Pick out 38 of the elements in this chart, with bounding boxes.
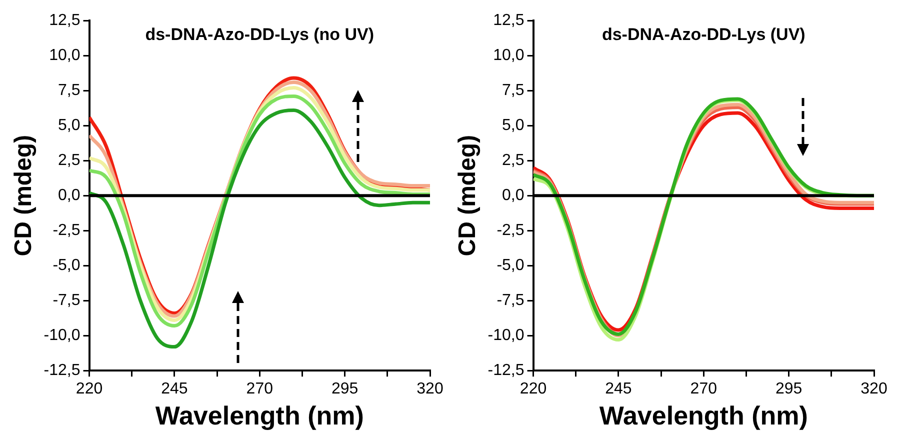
y-tick-label: -5,0 xyxy=(496,257,524,274)
y-tick-label: 7,5 xyxy=(58,82,80,100)
y-tick-label: -12,5 xyxy=(44,362,80,380)
x-tick-label: 320 xyxy=(860,380,888,398)
y-tick-label: -10,0 xyxy=(488,327,524,344)
x-tick-label: 270 xyxy=(246,380,274,398)
y-tick-label: 0,0 xyxy=(58,187,80,204)
x-tick-label: 295 xyxy=(331,380,358,398)
x-axis-title: Wavelength (nm) xyxy=(155,400,364,431)
y-tick-label: 2,5 xyxy=(58,152,80,170)
y-tick-label: -5,0 xyxy=(52,257,80,274)
y-axis-title: CD (mdeg) xyxy=(454,134,482,256)
x-tick-label: 295 xyxy=(775,380,802,398)
x-tick-label: 220 xyxy=(76,380,103,398)
y-tick-label: 2,5 xyxy=(502,152,524,170)
x-tick-label: 320 xyxy=(416,380,444,398)
chart-title: ds-DNA-Azo-DD-Lys (UV) xyxy=(602,24,806,44)
x-tick-label: 220 xyxy=(520,380,547,398)
x-tick-label: 245 xyxy=(161,380,188,398)
y-tick-label: 12,5 xyxy=(493,12,524,30)
y-tick-label: -12,5 xyxy=(488,362,524,380)
x-tick-label: 270 xyxy=(690,380,718,398)
y-tick-label: -7,5 xyxy=(496,292,524,310)
y-tick-label: 12,5 xyxy=(49,12,80,30)
y-axis-title: CD (mdeg) xyxy=(10,134,38,256)
y-tick-label: 5,0 xyxy=(58,117,80,134)
chart-title: ds-DNA-Azo-DD-Lys (no UV) xyxy=(145,24,374,44)
x-tick-label: 245 xyxy=(605,380,632,398)
y-tick-label: -7,5 xyxy=(52,292,80,310)
y-tick-label: 0,0 xyxy=(502,187,524,204)
x-axis-title: Wavelength (nm) xyxy=(599,400,808,431)
y-tick-label: -10,0 xyxy=(44,327,80,344)
y-tick-label: -2,5 xyxy=(52,222,80,240)
y-tick-label: 10,0 xyxy=(49,47,80,64)
y-tick-label: 10,0 xyxy=(493,47,524,64)
y-tick-label: -2,5 xyxy=(496,222,524,240)
y-tick-label: 5,0 xyxy=(502,117,524,134)
y-tick-label: 7,5 xyxy=(502,82,524,100)
